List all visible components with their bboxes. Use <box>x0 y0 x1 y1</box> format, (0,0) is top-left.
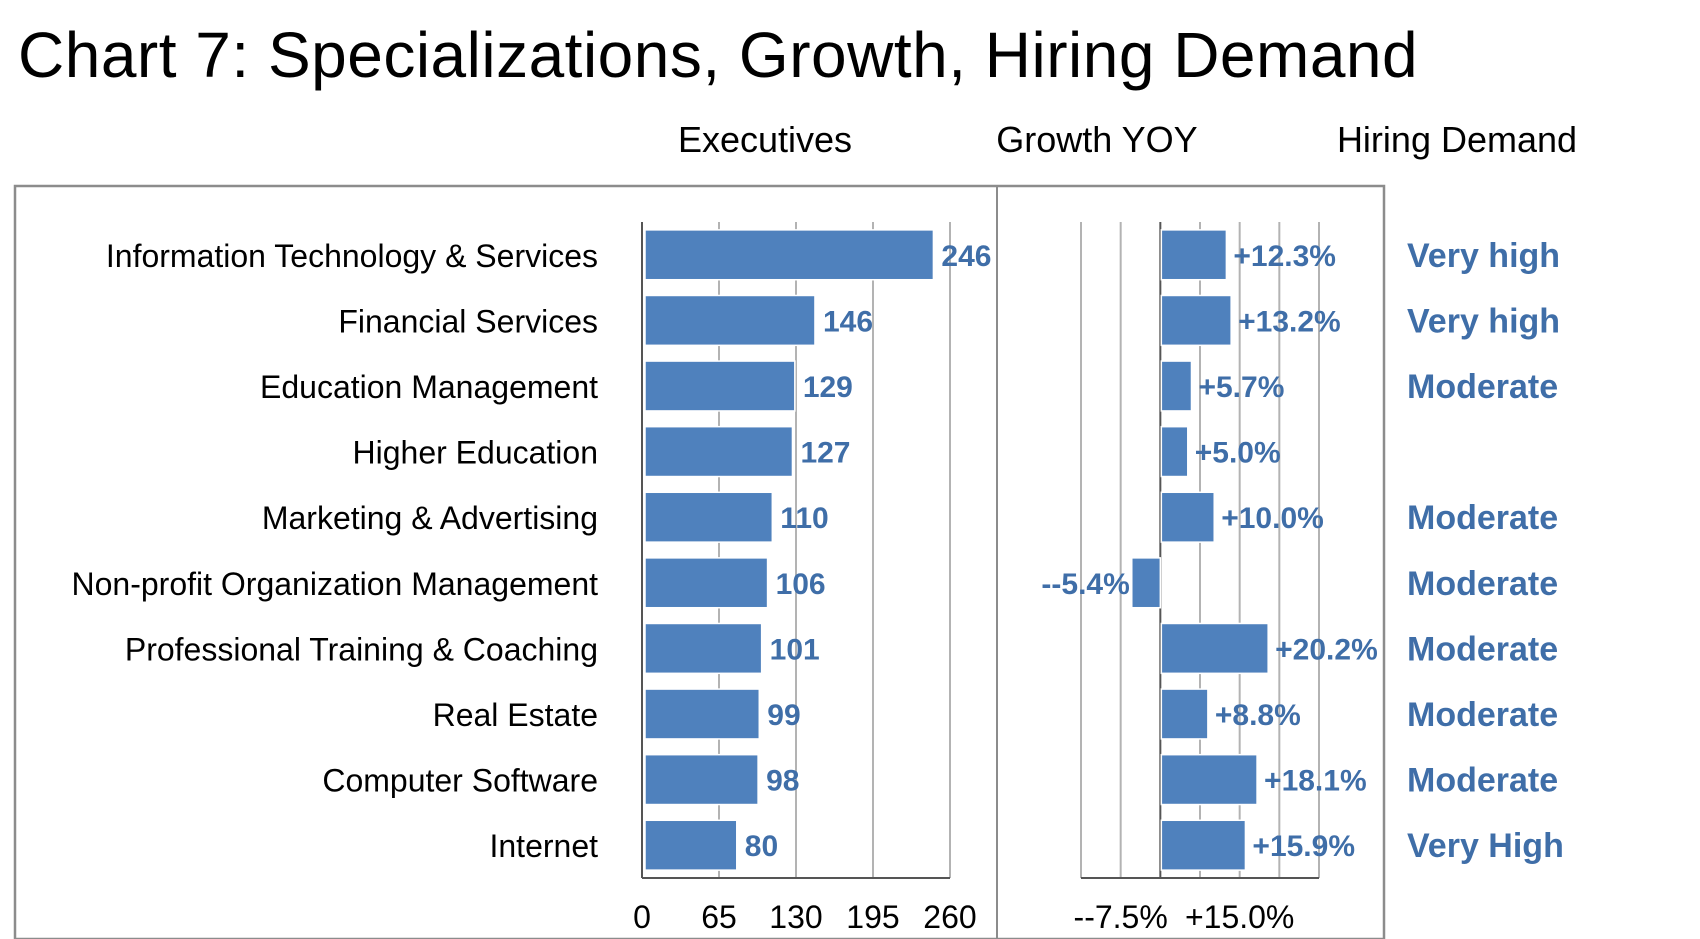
growth-bar <box>1160 622 1269 675</box>
exec-value-label: 110 <box>780 502 828 535</box>
exec-tick-label: 130 <box>769 899 822 935</box>
category-label: Computer Software <box>322 763 598 799</box>
growth-tick-label: --7.5% <box>1074 899 1168 935</box>
growth-header: Growth YOY <box>996 119 1197 160</box>
executives-header: Executives <box>678 119 852 160</box>
growth-value-label: +10.0% <box>1221 502 1324 535</box>
hiring-demand-header: Hiring Demand <box>1337 119 1577 160</box>
growth-value-label: +5.0% <box>1195 437 1281 470</box>
category-label: Higher Education <box>353 435 598 471</box>
category-label: Non-profit Organization Management <box>72 566 599 602</box>
hiring-demand-label: Moderate <box>1407 762 1558 800</box>
exec-tick-label: 195 <box>846 899 899 935</box>
category-label: Marketing & Advertising <box>262 500 598 536</box>
exec-value-label: 146 <box>823 305 873 338</box>
growth-bar <box>1160 491 1215 543</box>
exec-value-label: 129 <box>803 371 853 404</box>
exec-bar <box>644 491 774 543</box>
growth-bar <box>1160 819 1247 871</box>
exec-value-label: 98 <box>766 765 799 798</box>
growth-bar <box>1160 294 1232 347</box>
hiring-demand-label: Very High <box>1407 827 1564 865</box>
growth-value-label: +12.3% <box>1233 240 1336 273</box>
exec-tick-label: 260 <box>923 899 976 935</box>
chart-title: Chart 7: Specializations, Growth, Hiring… <box>18 19 1419 91</box>
exec-value-label: 246 <box>941 240 991 273</box>
growth-value-label: +18.1% <box>1264 765 1367 798</box>
hiring-demand-label: Moderate <box>1407 499 1558 537</box>
growth-bar <box>1160 753 1258 806</box>
executives-tick-labels: 0 65 130 195 260 <box>633 899 977 935</box>
hiring-demand-labels: Very high Very high Moderate Moderate Modera… <box>1407 237 1564 865</box>
growth-tick-label: +15.0% <box>1185 899 1294 935</box>
growth-value-label: +15.9% <box>1252 830 1355 863</box>
growth-value-label: +20.2% <box>1275 633 1378 666</box>
exec-bar <box>644 819 738 871</box>
exec-value-label: 99 <box>767 699 800 732</box>
hiring-demand-label: Moderate <box>1407 696 1558 734</box>
hiring-demand-label: Very high <box>1407 302 1560 340</box>
exec-tick-label: 0 <box>633 899 651 935</box>
exec-bar <box>644 557 769 609</box>
hiring-demand-label: Moderate <box>1407 565 1558 603</box>
growth-bars: +12.3% +13.2% +5.7% +5.0% +10.0% --5.4% +20.2%… <box>1041 229 1378 871</box>
growth-value-label: +8.8% <box>1215 699 1301 732</box>
executives-bars: 246 146 129 127 110 106 101 99 98 80 <box>644 229 991 871</box>
exec-bar <box>644 622 763 675</box>
exec-value-label: 106 <box>776 568 826 601</box>
exec-bar <box>644 688 761 740</box>
exec-value-label: 127 <box>800 437 850 470</box>
growth-value-label: +5.7% <box>1198 371 1284 404</box>
category-labels: Information Technology & Services Financi… <box>72 238 599 864</box>
exec-value-label: 80 <box>745 830 778 863</box>
growth-value-label: +13.2% <box>1238 305 1341 338</box>
exec-bar <box>644 360 796 412</box>
category-label: Financial Services <box>338 303 598 339</box>
growth-bar <box>1160 688 1209 740</box>
growth-bar <box>1160 425 1189 478</box>
category-label: Professional Training & Coaching <box>125 631 598 667</box>
category-label: Real Estate <box>433 697 598 733</box>
exec-tick-label: 65 <box>701 899 737 935</box>
hiring-demand-label: Moderate <box>1407 630 1558 668</box>
exec-bar <box>644 294 816 347</box>
growth-value-label: --5.4% <box>1041 568 1129 601</box>
growth-bar <box>1160 360 1193 412</box>
exec-bar <box>644 229 935 281</box>
growth-bar <box>1160 229 1228 281</box>
growth-tick-labels: --7.5% +15.0% <box>1074 899 1295 935</box>
category-label: Education Management <box>260 369 598 405</box>
exec-bar <box>644 753 759 806</box>
chart-frame <box>13 184 1386 939</box>
hiring-demand-label: Moderate <box>1407 368 1558 406</box>
hiring-demand-label: Very high <box>1407 237 1560 275</box>
exec-value-label: 101 <box>770 633 820 666</box>
category-label: Internet <box>489 828 598 864</box>
growth-bar <box>1131 557 1162 609</box>
exec-bar <box>644 425 794 478</box>
category-label: Information Technology & Services <box>106 238 598 274</box>
